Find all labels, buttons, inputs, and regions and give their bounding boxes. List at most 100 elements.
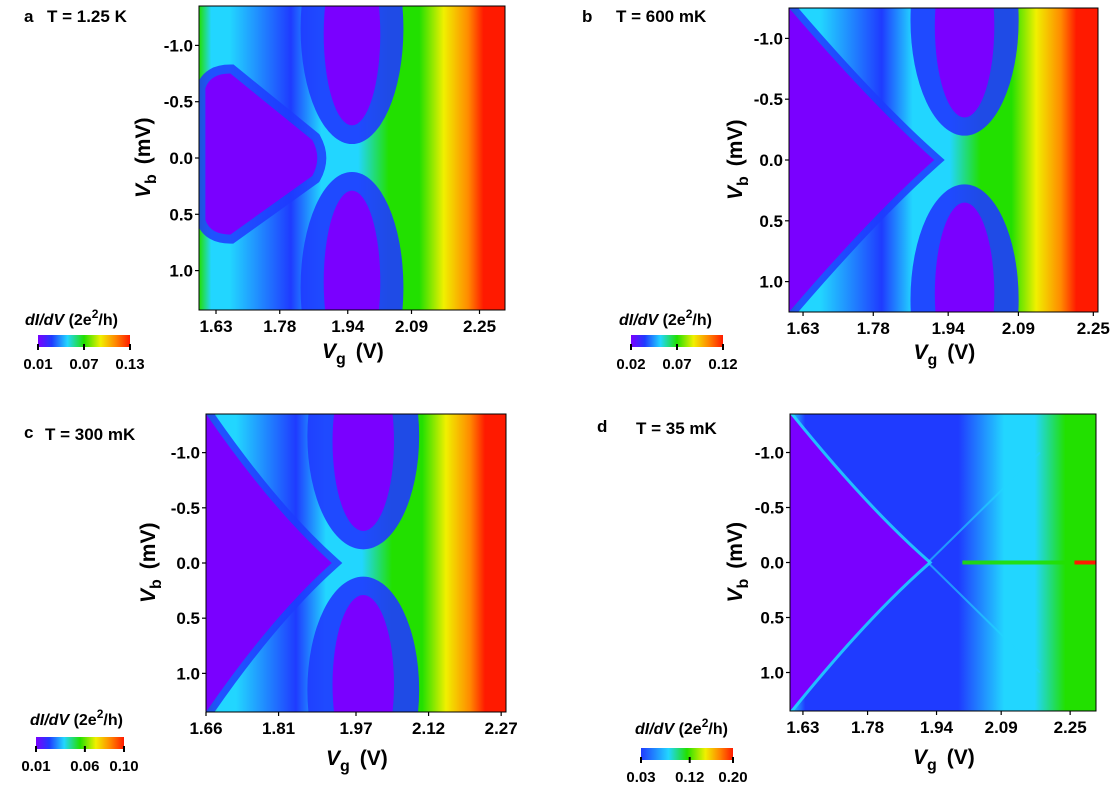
x-axis-sub: g — [927, 757, 937, 774]
colorbar-label-main: dI/dV — [635, 721, 679, 738]
x-tick-label: 1.97 — [339, 719, 372, 738]
diamond-line-down — [927, 561, 1041, 674]
y-tick-label: -0.5 — [171, 499, 200, 518]
heatmap-d — [790, 414, 1096, 711]
y-tick-label: 0.5 — [759, 212, 783, 231]
colorbar-label-end: /h) — [103, 712, 123, 729]
x-tick-label: 1.66 — [189, 719, 222, 738]
panel-letter: b — [582, 7, 592, 26]
colorbar-gradient — [36, 737, 124, 749]
y-tick-label: -0.5 — [164, 93, 193, 112]
diamond-core-bottom — [332, 595, 394, 712]
x-tick-label: 1.63 — [786, 319, 819, 338]
x-tick-label: 2.27 — [485, 719, 518, 738]
diamond-core-top — [934, 8, 995, 118]
x-tick-label: 2.25 — [1077, 319, 1110, 338]
colorbar-gradient — [38, 335, 130, 347]
x-axis-sub: g — [928, 352, 938, 369]
colorbar-label-main: dI/dV — [619, 312, 663, 329]
y-tick-label: -0.5 — [754, 90, 783, 109]
x-tick-label: 1.78 — [857, 319, 890, 338]
x-axis-var: V — [322, 340, 338, 363]
y-tick-label: 0.5 — [760, 609, 784, 628]
colorbar-label-unit: (2e — [74, 712, 97, 729]
colorbar-label-main: dI/dV — [30, 712, 74, 729]
panel-d: -1.0 -0.5 0.0 0.5 1.0 1.63 1.78 1.94 2.09 2.25 Vg (… — [597, 413, 1097, 786]
diamond-core-top — [323, 6, 381, 126]
colorbar-label: dI/dV (2e2/h) — [25, 307, 118, 329]
y-tick-label: 0.0 — [760, 554, 784, 573]
x-axis-unit: (V) — [360, 747, 388, 770]
colorbar-gradient — [641, 748, 733, 760]
colorbar-label-end: /h) — [98, 312, 118, 329]
colorbar-label: dI/dV (2e2/h) — [619, 307, 712, 329]
x-axis-var: V — [326, 747, 342, 770]
x-tick-label: 1.94 — [932, 319, 966, 338]
colorbar-tick-label: 0.02 — [616, 356, 645, 373]
colorbar-label-exp: 2 — [97, 707, 104, 721]
x-tick-label: 2.25 — [1054, 718, 1087, 737]
colorbar-tick-label: 0.12 — [675, 769, 704, 786]
x-axis-sub: g — [336, 351, 346, 368]
y-tick-label: 0.5 — [176, 609, 200, 628]
y-axis-var: V — [724, 184, 747, 200]
x-tick-label: 2.09 — [1002, 319, 1035, 338]
colorbar-tick-label: 0.01 — [23, 356, 52, 373]
colorbar-tick-label: 0.13 — [115, 356, 144, 373]
y-tick-label: -1.0 — [171, 444, 200, 463]
panel-title: T = 1.25 K — [47, 7, 128, 26]
colorbar-tick-label: 0.10 — [109, 758, 138, 775]
colorbar-label-main: dI/dV — [25, 312, 69, 329]
colorbar-label-unit: (2e — [663, 312, 686, 329]
diamond-line-up — [927, 451, 1041, 564]
x-tick-label: 1.94 — [920, 718, 954, 737]
x-tick-label: 1.63 — [786, 718, 819, 737]
colorbar-label-unit: (2e — [69, 312, 92, 329]
colorbar-tick-label: 0.07 — [69, 356, 98, 373]
panel-letter: d — [597, 417, 607, 436]
x-tick-label: 1.63 — [199, 317, 232, 336]
x-axis-title: Vg (V) — [913, 746, 975, 774]
y-axis-title: Vb (mV) — [132, 118, 160, 198]
heatmap-a — [199, 6, 505, 310]
y-tick-label: -1.0 — [754, 29, 783, 48]
panel-c: -1.0 -0.5 0.0 0.5 1.0 1.66 1.81 1.97 2.12 2.27 Vg (… — [21, 413, 518, 775]
y-tick-label: -1.0 — [755, 444, 784, 463]
x-tick-label: 2.12 — [412, 719, 445, 738]
y-axis-var: V — [724, 587, 747, 603]
colorbar-label-end: /h) — [708, 721, 728, 738]
x-axis-unit: (V) — [947, 746, 975, 769]
y-tick-label: 0.0 — [759, 151, 783, 170]
panel-b: -1.0 -0.5 0.0 0.5 1.0 1.63 1.78 1.94 2.09 2.25 Vg (… — [582, 7, 1110, 373]
panel-a: -1.0 -0.5 0.0 0.5 1.0 1.63 1.78 1.94 2.09 2.25 Vg (… — [23, 5, 506, 373]
gap-region — [206, 414, 332, 712]
y-axis-title: Vb (mV) — [724, 522, 752, 602]
x-axis-title: Vg (V) — [326, 747, 388, 775]
y-axis-unit: (mV) — [724, 522, 747, 569]
colorbar-label-exp: 2 — [686, 307, 693, 321]
diamond-core-top — [332, 414, 394, 531]
y-tick-label: -0.5 — [755, 499, 784, 518]
colorbar-tick-label: 0.06 — [70, 758, 99, 775]
y-tick-label: 1.0 — [760, 664, 784, 683]
y-tick-label: 1.0 — [169, 262, 193, 281]
colorbar-label-end: /h) — [692, 312, 712, 329]
colorbar-label-exp: 2 — [92, 307, 99, 321]
x-axis-var: V — [914, 341, 930, 364]
y-tick-label: 1.0 — [176, 664, 200, 683]
x-tick-label: 1.78 — [851, 718, 884, 737]
colorbar-tick-label: 0.12 — [708, 356, 737, 373]
y-tick-label: 0.0 — [176, 554, 200, 573]
y-axis-sub: b — [148, 579, 165, 589]
y-axis-title: Vb (mV) — [724, 120, 752, 200]
y-axis-title: Vb (mV) — [137, 523, 165, 603]
colorbar-label: dI/dV (2e2/h) — [635, 716, 728, 738]
colorbar-tick-label: 0.03 — [626, 769, 655, 786]
panel-title: T = 300 mK — [45, 425, 136, 444]
heatmap-b — [789, 8, 1098, 312]
colorbar-label: dI/dV (2e2/h) — [30, 707, 123, 729]
y-tick-label: -1.0 — [164, 36, 193, 55]
colorbar-tick-label: 0.07 — [662, 356, 691, 373]
colorbar-tick-label: 0.20 — [718, 769, 747, 786]
